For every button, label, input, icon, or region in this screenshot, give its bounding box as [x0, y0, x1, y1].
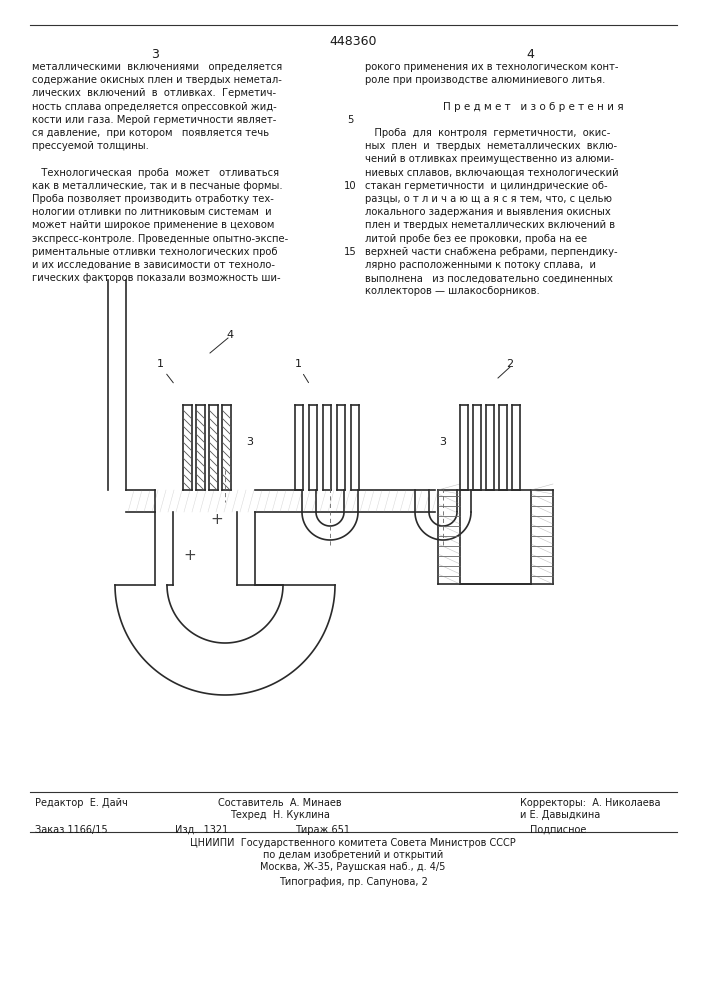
Text: Корректоры:  А. Николаева: Корректоры: А. Николаева	[520, 798, 660, 808]
Text: лярно расположенными к потоку сплава,  и: лярно расположенными к потоку сплава, и	[365, 260, 596, 270]
Text: риментальные отливки технологических проб: риментальные отливки технологических про…	[32, 247, 278, 257]
Text: ниевых сплавов, включающая технологический: ниевых сплавов, включающая технологическ…	[365, 168, 619, 178]
Text: Проба  для  контроля  герметичности,  окис-: Проба для контроля герметичности, окис-	[365, 128, 610, 138]
Text: может найти широкое применение в цеховом: может найти широкое применение в цеховом	[32, 220, 274, 230]
Text: 2: 2	[506, 359, 513, 369]
Text: плен и твердых неметаллических включений в: плен и твердых неметаллических включений…	[365, 220, 615, 230]
Text: 3: 3	[151, 48, 159, 61]
Text: и их исследование в зависимости от техноло-: и их исследование в зависимости от техно…	[32, 260, 275, 270]
Text: +: +	[184, 548, 197, 562]
Text: +: +	[211, 512, 223, 528]
Text: как в металлические, так и в песчаные формы.: как в металлические, так и в песчаные фо…	[32, 181, 283, 191]
Text: роле при производстве алюминиевого литья.: роле при производстве алюминиевого литья…	[365, 75, 605, 85]
Text: ЦНИИПИ  Государственного комитета Совета Министров СССР: ЦНИИПИ Государственного комитета Совета …	[190, 838, 516, 848]
Text: Изд.  1321: Изд. 1321	[175, 825, 228, 835]
Text: гических факторов показали возможность ши-: гических факторов показали возможность ш…	[32, 273, 281, 283]
Text: Техред  Н. Куклина: Техред Н. Куклина	[230, 810, 330, 820]
Text: экспресс-контроле. Проведенные опытно-экспе-: экспресс-контроле. Проведенные опытно-эк…	[32, 234, 288, 244]
Text: 1: 1	[156, 359, 163, 369]
Text: Проба позволяет производить отработку тех-: Проба позволяет производить отработку те…	[32, 194, 274, 204]
Text: кости или газа. Мерой герметичности являет-: кости или газа. Мерой герметичности явля…	[32, 115, 276, 125]
Text: ся давление,  при котором   появляется течь: ся давление, при котором появляется течь	[32, 128, 269, 138]
Text: локального задержания и выявления окисных: локального задержания и выявления окисны…	[365, 207, 611, 217]
Text: Заказ 1166/15: Заказ 1166/15	[35, 825, 107, 835]
Text: и Е. Давыдкина: и Е. Давыдкина	[520, 810, 600, 820]
Text: по делам изобретений и открытий: по делам изобретений и открытий	[263, 850, 443, 860]
Text: Типография, пр. Сапунова, 2: Типография, пр. Сапунова, 2	[279, 877, 428, 887]
Text: Москва, Ж-35, Раушская наб., д. 4/5: Москва, Ж-35, Раушская наб., д. 4/5	[260, 862, 445, 872]
Text: Редактор  Е. Дайч: Редактор Е. Дайч	[35, 798, 128, 808]
Text: коллекторов — шлакосборников.: коллекторов — шлакосборников.	[365, 286, 539, 296]
Text: ных  плен  и  твердых  неметаллических  вклю-: ных плен и твердых неметаллических вклю-	[365, 141, 617, 151]
Text: чений в отливках преимущественно из алюми-: чений в отливках преимущественно из алюм…	[365, 154, 614, 164]
Text: верхней части снабжена ребрами, перпендику-: верхней части снабжена ребрами, перпенди…	[365, 247, 618, 257]
Text: 10: 10	[344, 181, 356, 191]
Text: 448360: 448360	[329, 35, 377, 48]
Text: выполнена   из последовательно соединенных: выполнена из последовательно соединенных	[365, 273, 613, 283]
Text: Технологическая  проба  может   отливаться: Технологическая проба может отливаться	[32, 168, 279, 178]
Text: 15: 15	[344, 247, 356, 257]
Text: нологии отливки по литниковым системам  и: нологии отливки по литниковым системам и	[32, 207, 271, 217]
Text: разцы, о т л и ч а ю щ а я с я тем, что, с целью: разцы, о т л и ч а ю щ а я с я тем, что,…	[365, 194, 612, 204]
Text: 5: 5	[347, 115, 354, 125]
Text: металлическими  включениями   определяется: металлическими включениями определяется	[32, 62, 282, 72]
Text: стакан герметичности  и цилиндрические об-: стакан герметичности и цилиндрические об…	[365, 181, 607, 191]
Text: 4: 4	[226, 330, 233, 340]
Text: Тираж 651: Тираж 651	[295, 825, 350, 835]
Text: Подписное: Подписное	[530, 825, 586, 835]
Text: 1: 1	[295, 359, 301, 369]
Text: 3: 3	[247, 437, 254, 447]
Text: лических  включений  в  отливках.  Герметич-: лических включений в отливках. Герметич-	[32, 88, 276, 98]
Text: рокого применения их в технологическом конт-: рокого применения их в технологическом к…	[365, 62, 619, 72]
Text: прессуемой толщины.: прессуемой толщины.	[32, 141, 149, 151]
Text: 4: 4	[526, 48, 534, 61]
Text: литой пробе без ее проковки, проба на ее: литой пробе без ее проковки, проба на ее	[365, 234, 587, 244]
Text: П р е д м е т   и з о б р е т е н и я: П р е д м е т и з о б р е т е н и я	[416, 102, 624, 112]
Text: Составитель  А. Минаев: Составитель А. Минаев	[218, 798, 341, 808]
Text: 3: 3	[440, 437, 447, 447]
Text: ность сплава определяется опрессовкой жид-: ность сплава определяется опрессовкой жи…	[32, 102, 276, 112]
Text: содержание окисных плен и твердых неметал-: содержание окисных плен и твердых немета…	[32, 75, 282, 85]
